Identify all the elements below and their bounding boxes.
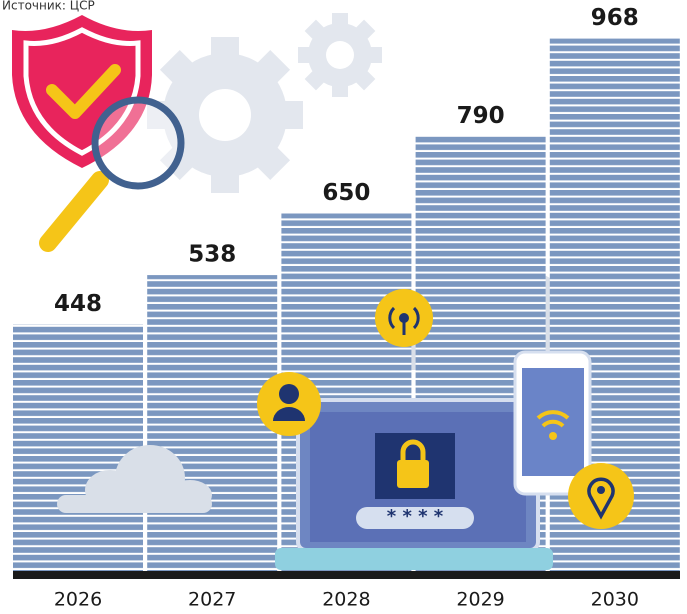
x-tick-label: 2028	[322, 589, 370, 611]
source: Источник: ЦСР	[2, 0, 95, 13]
x-tick-label: 2026	[54, 589, 102, 611]
baseline	[13, 571, 680, 579]
bars: 448 538 650 790 968	[13, 5, 680, 572]
value-label: 790	[457, 103, 505, 129]
x-tick-label: 2029	[456, 589, 504, 611]
x-tick-label: 2030	[591, 589, 639, 611]
x-tick-label: 2027	[188, 589, 236, 611]
bar	[13, 324, 143, 571]
gears	[147, 13, 382, 193]
decor: * * * *	[12, 15, 634, 570]
svg-text:* * * *: * * * *	[387, 506, 444, 527]
value-label: 650	[322, 180, 370, 206]
value-label: 968	[591, 5, 639, 31]
value-label: 538	[188, 242, 236, 268]
bar	[147, 275, 278, 571]
value-label: 448	[54, 291, 102, 317]
